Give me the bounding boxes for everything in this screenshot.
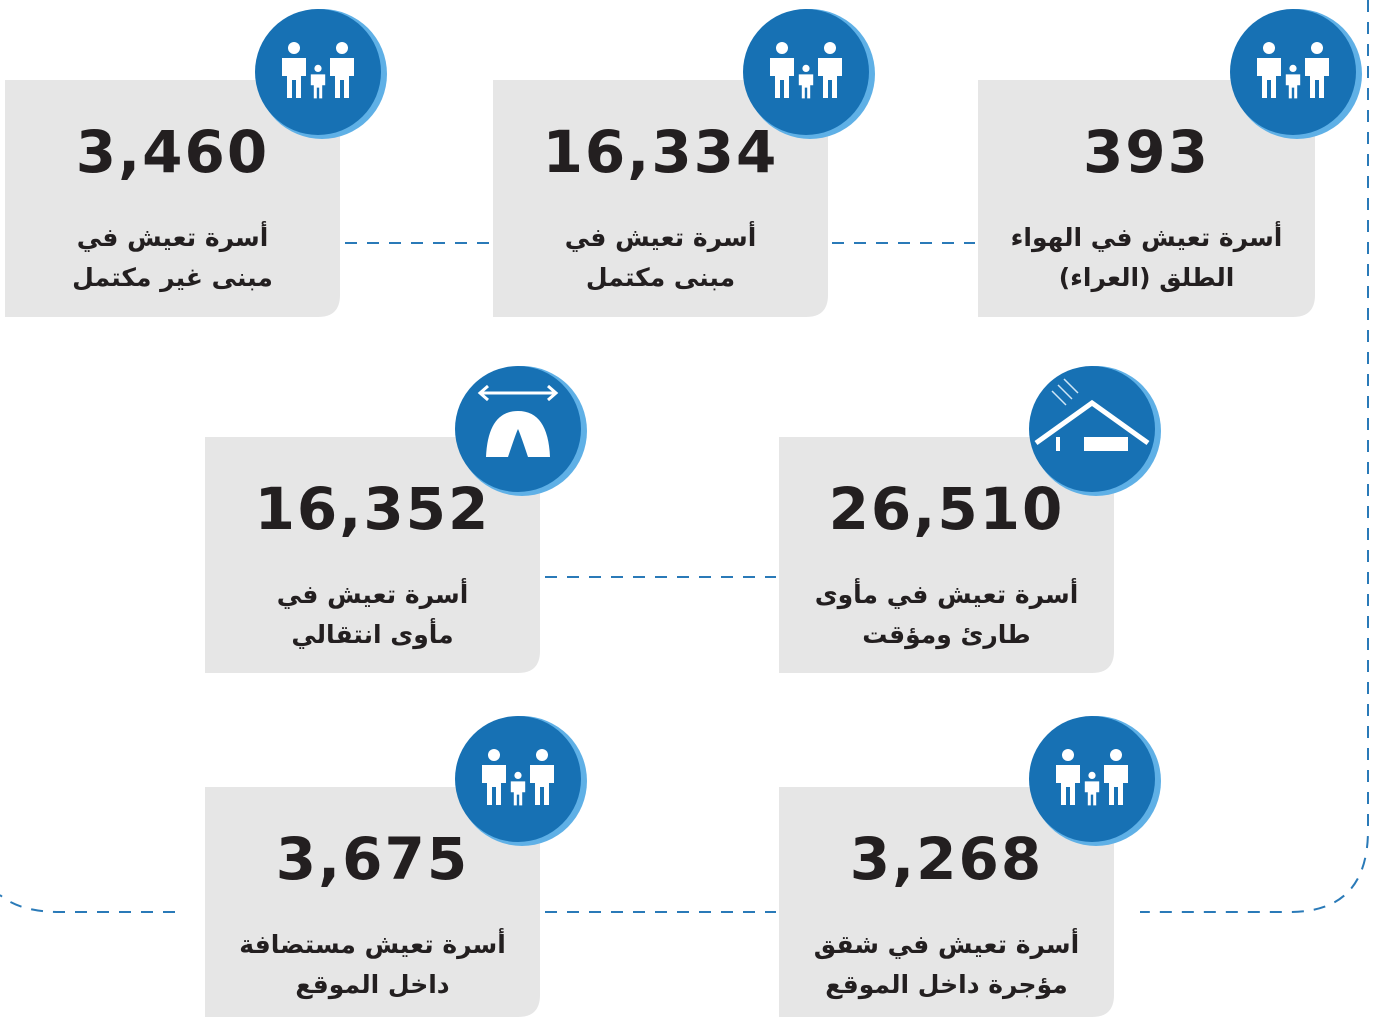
icon-body	[510, 781, 526, 806]
card-label: أسرة تعيش في الهواء	[1011, 221, 1283, 253]
icon-head	[1263, 42, 1275, 54]
card-label: أسرة تعيش مستضافة	[239, 928, 506, 960]
card: 3,460 أسرة تعيش في مبنى غير مكتمل	[5, 80, 340, 317]
card: 3,675 أسرة تعيش مستضافة داخل الموقع	[205, 787, 540, 1017]
card-label: أسرة تعيش في	[565, 221, 757, 253]
icon-body	[1056, 765, 1080, 805]
card-icon	[1029, 716, 1161, 846]
card-label: مأوى انتقالي	[291, 618, 453, 650]
card-label: مبنى غير مكتمل	[72, 263, 273, 293]
icon-body	[770, 58, 794, 98]
card-label: أسرة تعيش في شقق	[814, 928, 1079, 960]
card-number: 3,675	[276, 825, 469, 893]
icon-body	[310, 74, 326, 99]
card-label: مبنى مكتمل	[586, 263, 735, 292]
card-bg	[205, 437, 540, 673]
card-bg	[205, 787, 540, 1017]
icon-head	[802, 64, 810, 72]
card-bg	[978, 80, 1315, 317]
icon-head	[1110, 749, 1122, 761]
icon-body	[330, 58, 354, 98]
icon-head	[514, 771, 522, 780]
card-number: 393	[1083, 118, 1210, 186]
icon-head	[1062, 749, 1074, 761]
card-label: داخل الموقع	[295, 970, 449, 1000]
card-bg	[779, 787, 1114, 1017]
card-bg	[493, 80, 828, 317]
icon-head	[336, 42, 348, 54]
icon-body	[282, 58, 306, 98]
icon-head	[288, 42, 300, 54]
icon-head	[1289, 64, 1297, 72]
card-number: 3,460	[76, 118, 269, 186]
card-number: 16,352	[255, 475, 491, 543]
card-label: أسرة تعيش في	[277, 578, 469, 610]
card-icon	[1029, 366, 1161, 496]
card-icon	[255, 9, 387, 139]
card-label: الطلق (العراء)	[1059, 263, 1235, 293]
card: 3,268 أسرة تعيش في شقق مؤجرة داخل الموقع	[779, 787, 1114, 1017]
icon-head	[1088, 771, 1096, 780]
card-label: طارئ ومؤقت	[862, 620, 1030, 650]
card-icon	[743, 9, 875, 139]
card: 393 أسرة تعيش في الهواء الطلق (العراء)	[978, 80, 1315, 317]
icon-body	[818, 58, 842, 98]
icon-body	[1305, 58, 1329, 98]
card-number: 26,510	[829, 475, 1065, 543]
icon-head	[536, 749, 548, 761]
card: 16,352 أسرة تعيش في مأوى انتقالي	[205, 437, 540, 673]
connector	[0, 894, 175, 913]
connectors	[0, 0, 1369, 913]
icon-tent	[486, 411, 550, 457]
card-icon	[455, 366, 587, 496]
icon-body	[1104, 765, 1128, 805]
card-bg	[5, 80, 340, 317]
icon-body	[530, 765, 554, 805]
icon-body	[1285, 74, 1301, 99]
icon-circle	[1029, 366, 1155, 492]
icon-head	[824, 42, 836, 54]
icon-door	[1056, 437, 1060, 451]
connector	[1140, 0, 1369, 913]
icon-head	[488, 749, 500, 761]
card-icon	[455, 716, 587, 846]
icon-wall	[1084, 437, 1128, 451]
card-number: 16,334	[543, 118, 779, 186]
card-number: 3,268	[850, 825, 1043, 893]
card-label: مؤجرة داخل الموقع	[825, 970, 1067, 1000]
icon-body	[1257, 58, 1281, 98]
icon-head	[314, 64, 322, 72]
icon-head	[1311, 42, 1323, 54]
icon-body	[798, 74, 814, 99]
card: 16,334 أسرة تعيش في مبنى مكتمل	[493, 80, 828, 317]
icon-body	[482, 765, 506, 805]
card: 26,510 أسرة تعيش في مأوى طارئ ومؤقت	[779, 437, 1114, 673]
icon-body	[1084, 781, 1100, 806]
card-label: أسرة تعيش في مأوى	[815, 578, 1079, 610]
card-bg	[779, 437, 1114, 673]
icon-arrow	[477, 384, 559, 402]
icon-head	[776, 42, 788, 54]
card-icon	[1230, 9, 1362, 139]
card-label: أسرة تعيش في	[77, 221, 269, 253]
icon-roof	[1034, 399, 1150, 446]
icon-rain	[1051, 378, 1079, 406]
